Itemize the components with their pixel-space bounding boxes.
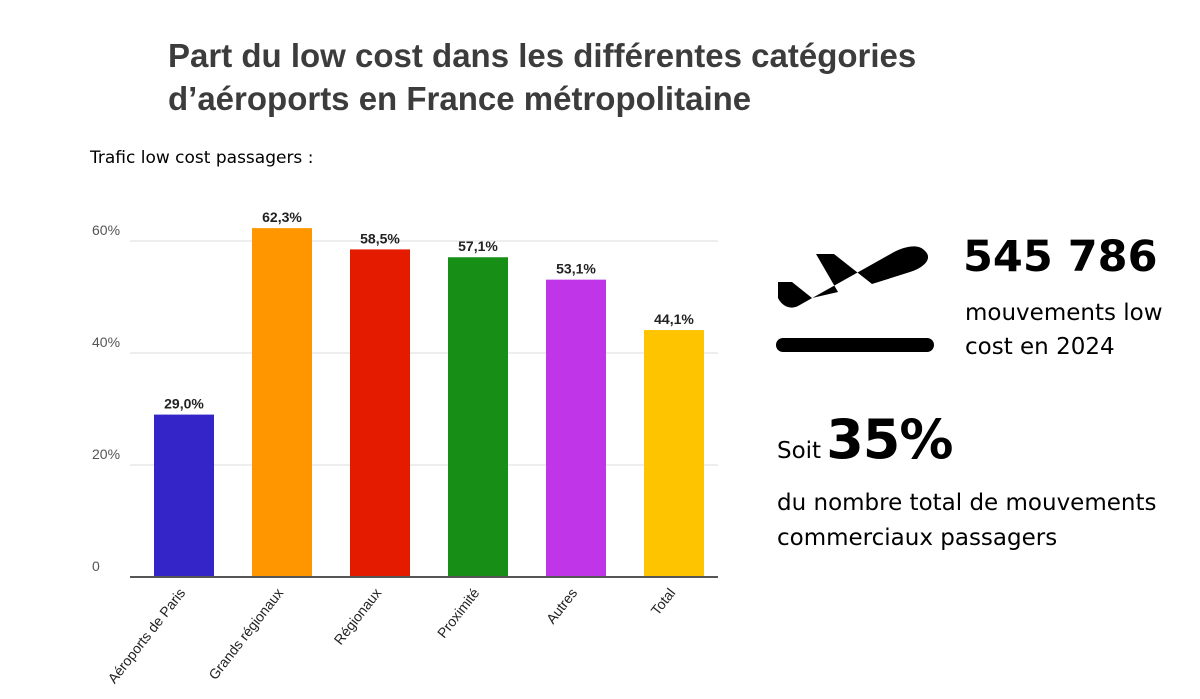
data-label: 58,5% [360, 230, 400, 246]
x-tick-label: Proximité [434, 585, 483, 641]
bar [350, 249, 410, 577]
x-tick-label: Aéroports de Paris [104, 585, 188, 686]
share-prefix: Soit [777, 438, 822, 464]
data-label: 62,3% [262, 209, 302, 225]
low-cost-movements-count: 545 786 [963, 232, 1158, 282]
airplane-takeoff-icon [776, 246, 934, 352]
y-tick-label: 0 [92, 558, 100, 574]
x-tick-label: Total [648, 585, 679, 618]
share-description: du nombre total de mouvements commerciau… [777, 490, 1157, 551]
page-title: Part du low cost dans les différentes ca… [168, 34, 916, 120]
x-tick-label: Régionaux [331, 585, 385, 648]
bar [644, 330, 704, 577]
y-tick-label: 60% [92, 222, 120, 238]
y-tick-label: 20% [92, 446, 120, 462]
bar [252, 228, 312, 577]
x-tick-label: Autres [543, 585, 581, 627]
bar [154, 414, 214, 577]
x-tick-label: Grands régionaux [205, 585, 286, 683]
low-cost-movements-label: mouvements low cost en 2024 [965, 300, 1163, 360]
share-value: 35% [826, 408, 953, 471]
bar [448, 257, 508, 577]
bar-chart: 0 20% 40% 60% 29,0% Aéroports de Paris 62,3% Gr… [92, 209, 718, 686]
chart-subtitle: Trafic low cost passagers : [90, 148, 314, 168]
y-tick-label: 40% [92, 334, 120, 350]
data-label: 44,1% [654, 311, 694, 327]
data-label: 29,0% [164, 396, 204, 412]
data-label: 53,1% [556, 261, 596, 277]
title-line-1: Part du low cost dans les différentes ca… [168, 37, 917, 74]
share-statement: Soit 35% [777, 408, 953, 471]
bar [546, 279, 606, 577]
data-label: 57,1% [458, 238, 498, 254]
title-line-2: d’aéroports en France métropolitaine [168, 80, 752, 117]
